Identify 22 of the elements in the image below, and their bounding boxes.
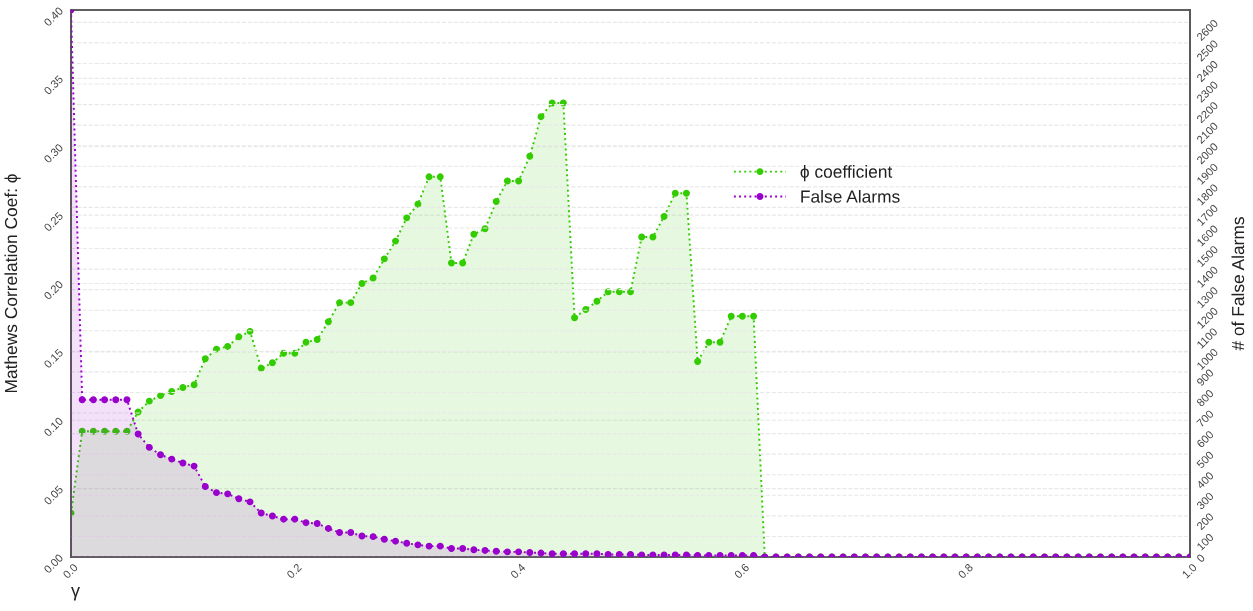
x-tick-label: 0.0: [62, 563, 79, 579]
y2-tick-label: 700: [1196, 409, 1215, 428]
y2-tick-label: 400: [1195, 471, 1215, 490]
y2-tick-label: 0: [1196, 553, 1206, 563]
x-tick-label: 0.4: [509, 562, 526, 579]
y2-tick-label: 500: [1196, 450, 1215, 469]
y2-axis-title: # of False Alarms: [1231, 217, 1245, 351]
y2-tick-label: 800: [1196, 388, 1215, 407]
legend-label: False Alarms: [801, 189, 900, 203]
y2-tick-label: 900: [1196, 368, 1215, 387]
x-tick-label: 0.2: [286, 563, 302, 579]
x-axis-title: γ: [71, 587, 80, 601]
legend-label: ϕ coefficient: [800, 165, 893, 182]
x-tick-label: 0.6: [733, 563, 750, 579]
y2-tick-label: 200: [1196, 512, 1215, 531]
x-tick-label: 1.0: [1181, 563, 1198, 579]
y2-tick-label: 600: [1196, 430, 1215, 449]
x-tick-label: 0.8: [957, 563, 974, 579]
y2-tick-label: 100: [1196, 532, 1215, 551]
y-axis-title: Mathews Correlation Coef: ϕ: [4, 174, 21, 393]
y-tick-label: 0.20: [43, 279, 64, 301]
y2-tick-label: 300: [1196, 491, 1215, 510]
